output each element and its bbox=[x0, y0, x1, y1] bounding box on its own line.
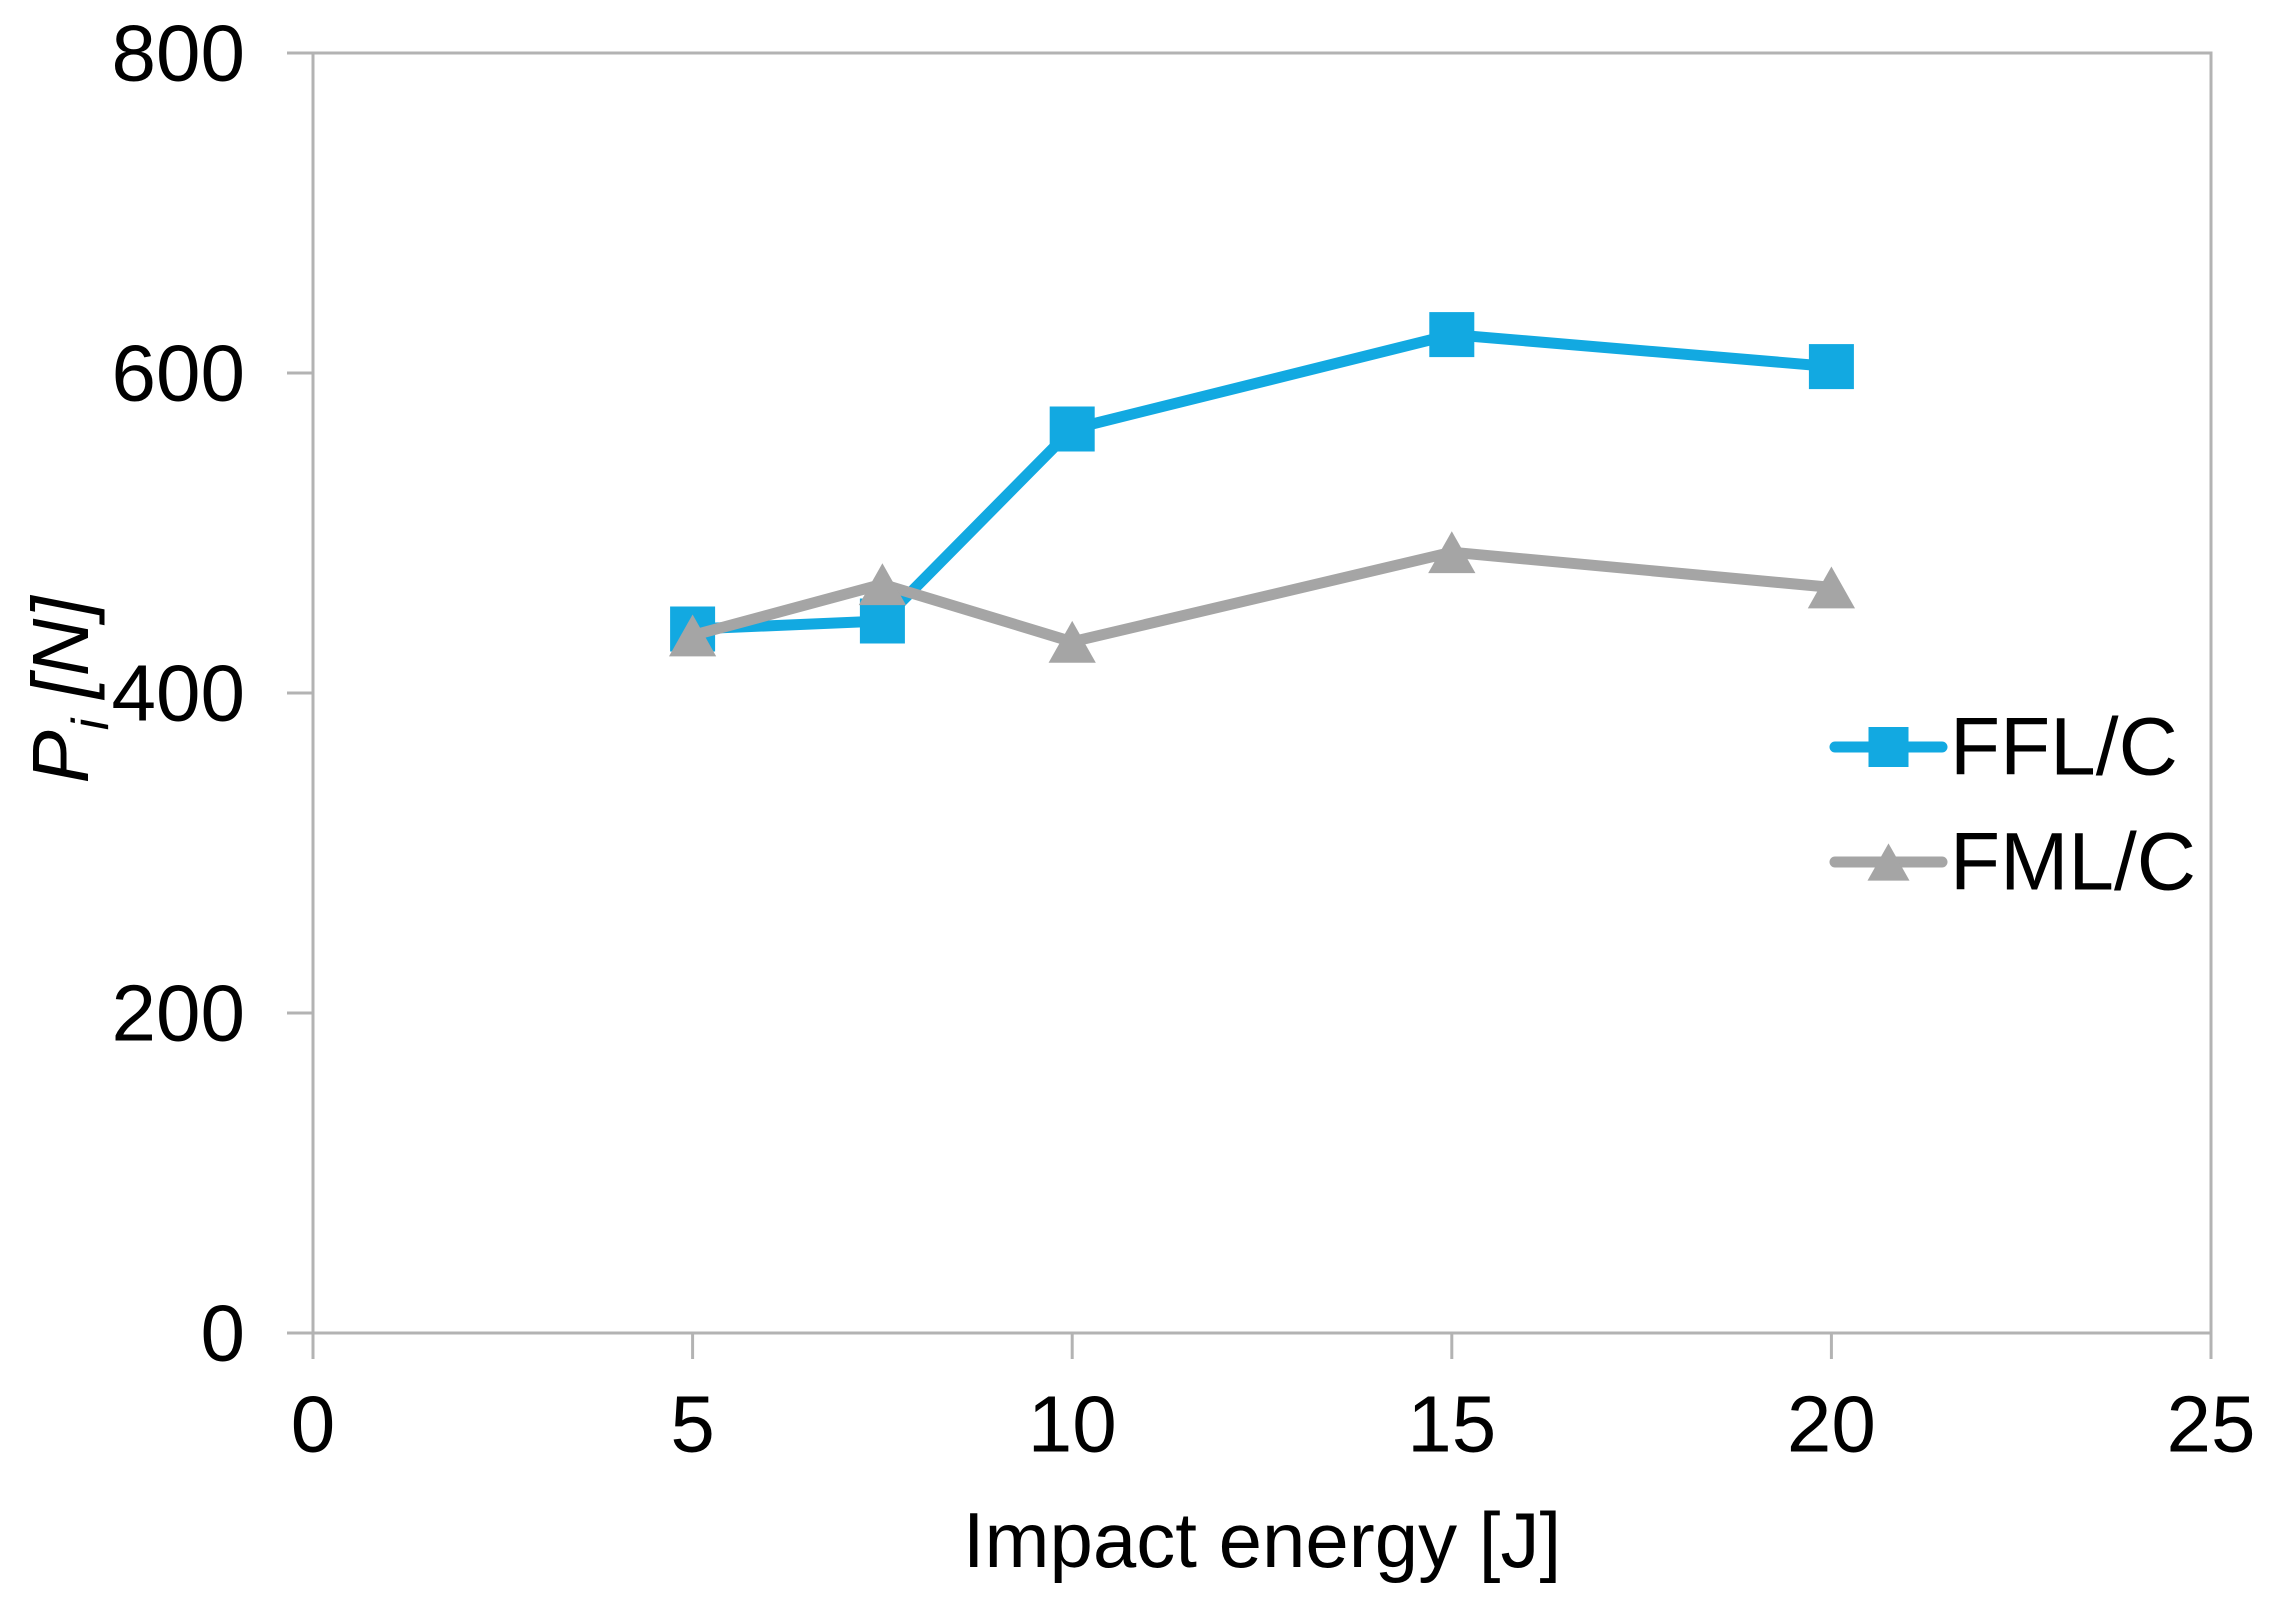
series-ffl-c-marker bbox=[1049, 406, 1095, 452]
x-tick-label-2: 10 bbox=[1028, 1380, 1117, 1469]
plot-border bbox=[311, 51, 2213, 1335]
legend-ffl-c-label: FFL/C bbox=[1950, 702, 2178, 793]
y-tick-label-1: 200 bbox=[112, 969, 245, 1058]
x-tick-label-3: 15 bbox=[1407, 1380, 1496, 1469]
x-tick-label-1: 5 bbox=[670, 1380, 715, 1469]
series-ffl-c-marker bbox=[859, 598, 905, 644]
series-fml-c-marker bbox=[668, 614, 717, 657]
y-tick-label-0: 0 bbox=[201, 1289, 246, 1378]
y-tick-label-3: 600 bbox=[112, 329, 245, 418]
series-fml-c-marker bbox=[1807, 566, 1856, 609]
legend-entry-fml-c: FML/C bbox=[1829, 817, 2196, 908]
y-tick-label-2: 400 bbox=[112, 649, 245, 738]
series-ffl-c-marker bbox=[1808, 344, 1854, 390]
axes-layer bbox=[311, 51, 2213, 1335]
legend-fml-c-marker bbox=[1867, 843, 1910, 881]
y-axis-title-subscript: i bbox=[62, 717, 120, 730]
y-axis-title: Pi [N] bbox=[16, 595, 120, 784]
y-tick-label-4: 800 bbox=[112, 9, 245, 98]
series-ffl-c-marker bbox=[1429, 312, 1475, 358]
legend-layer: FFL/C FML/C bbox=[1829, 702, 2196, 908]
series-layer bbox=[668, 312, 1856, 663]
x-axis-title: Impact energy [J] bbox=[963, 1496, 1561, 1584]
ticks-layer: 0 5 10 15 20 25 0 200 400 600 800 bbox=[112, 9, 2256, 1469]
x-tick-label-0: 0 bbox=[291, 1380, 336, 1469]
series-fml-c-marker bbox=[1048, 620, 1096, 663]
y-axis-title-symbol: P bbox=[16, 730, 105, 783]
legend-fml-c-label: FML/C bbox=[1950, 817, 2196, 908]
y-axis-title-unit: [N] bbox=[16, 595, 105, 701]
series-fml-c-marker bbox=[858, 563, 907, 606]
x-tick-label-5: 25 bbox=[2167, 1380, 2256, 1469]
series-fml-c-marker bbox=[1428, 531, 1476, 574]
legend-ffl-c-marker bbox=[1868, 727, 1909, 767]
legend-entry-ffl-c: FFL/C bbox=[1829, 702, 2178, 793]
x-tick-label-4: 20 bbox=[1787, 1380, 1876, 1469]
